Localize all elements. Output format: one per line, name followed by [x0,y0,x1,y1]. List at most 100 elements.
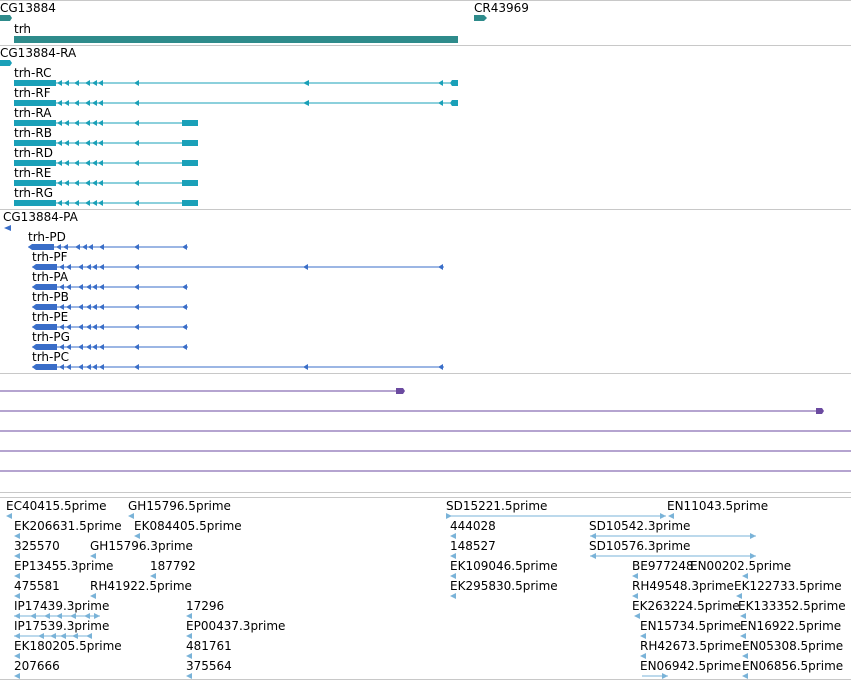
est-label[interactable]: EK206631.5prime [14,519,122,533]
est-label[interactable]: EN15734.5prime [640,619,742,633]
est-glyph[interactable] [446,513,666,519]
est-glyph[interactable] [450,553,456,559]
est-label[interactable]: 444028 [450,519,496,533]
est-label[interactable]: IP17539.3prime [14,619,110,633]
transcript-label[interactable]: trh-RE [14,166,52,180]
transcript-cg13884-ra[interactable] [0,60,12,66]
est-glyph[interactable] [128,513,134,519]
gene-feature-cg13884[interactable] [0,15,12,21]
est-glyph[interactable] [14,613,100,619]
est-label[interactable]: RH49548.3prime [632,579,734,593]
est-glyph[interactable] [590,533,756,539]
protein-trh-pd[interactable] [28,244,188,250]
est-label[interactable]: SD10542.3prime [589,519,691,533]
est-glyph[interactable] [14,533,20,539]
transcript-trh-rd[interactable] [14,160,198,166]
transcript-trh-rf[interactable] [14,100,458,106]
misc-feature-2[interactable] [0,408,824,414]
est-glyph[interactable] [450,593,456,599]
transcript-trh-rc[interactable] [14,80,458,86]
est-label[interactable]: EN00202.5prime [690,559,792,573]
gene-label[interactable]: trh [14,22,32,36]
est-label[interactable]: EN06856.5prime [742,659,844,673]
protein-label[interactable]: trh-PD [28,230,66,244]
est-glyph[interactable] [640,653,646,659]
est-glyph[interactable] [134,533,140,539]
est-glyph[interactable] [590,553,756,559]
est-label[interactable]: EN16922.5prime [740,619,842,633]
transcript-label[interactable]: trh-RA [14,106,52,120]
protein-trh-pg[interactable] [32,344,188,350]
est-glyph[interactable] [14,633,92,639]
transcript-label[interactable]: trh-RC [14,66,52,80]
est-glyph[interactable] [634,613,640,619]
est-glyph[interactable] [740,613,746,619]
protein-label[interactable]: trh-PA [32,270,69,284]
gene-feature-trh[interactable] [14,36,458,43]
est-label[interactable]: 187792 [150,559,196,573]
est-glyph[interactable] [640,633,646,639]
est-label[interactable]: EK133352.5prime [738,599,846,613]
protein-label[interactable]: trh-PE [32,310,69,324]
protein-label[interactable]: trh-PB [32,290,69,304]
misc-feature-1[interactable] [0,388,405,394]
est-glyph[interactable] [740,633,746,639]
est-glyph[interactable] [14,553,20,559]
est-label[interactable]: EP00437.3prime [186,619,286,633]
est-label[interactable]: EK263224.5prime [632,599,740,613]
est-glyph[interactable] [632,593,638,599]
est-label[interactable]: EK109046.5prime [450,559,558,573]
est-glyph[interactable] [186,653,192,659]
est-glyph[interactable] [14,593,20,599]
est-label[interactable]: EC40415.5prime [6,499,107,513]
est-glyph[interactable] [450,533,456,539]
est-label[interactable]: GH15796.3prime [90,539,193,553]
est-glyph[interactable] [186,633,192,639]
est-glyph[interactable] [6,513,12,519]
est-label[interactable]: 148527 [450,539,496,553]
est-label[interactable]: EK084405.5prime [134,519,242,533]
est-glyph[interactable] [736,593,742,599]
est-label[interactable]: 207666 [14,659,60,673]
est-glyph[interactable] [668,513,674,519]
est-label[interactable]: 17296 [186,599,225,613]
est-label[interactable]: EK295830.5prime [450,579,558,593]
transcript-label[interactable]: trh-RF [14,86,51,100]
transcript-trh-ra[interactable] [14,120,198,126]
gene-label[interactable]: CG13884 [0,1,56,15]
est-label[interactable]: 325570 [14,539,60,553]
protein-trh-pa[interactable] [32,284,188,290]
est-glyph[interactable] [14,573,20,579]
est-label[interactable]: 475581 [14,579,60,593]
protein-label[interactable]: trh-PF [32,250,68,264]
est-label[interactable]: SD10576.3prime [589,539,691,553]
protein-label[interactable]: trh-PG [32,330,70,344]
protein-trh-pb[interactable] [32,304,188,310]
est-label[interactable]: 481761 [186,639,232,653]
est-glyph[interactable] [90,553,96,559]
protein-trh-pf[interactable] [32,264,444,270]
est-glyph[interactable] [632,573,638,579]
transcript-label[interactable]: trh-RD [14,146,53,160]
est-label[interactable]: GH15796.5prime [128,499,231,513]
transcript-trh-rg[interactable] [14,200,198,206]
protein-trh-pc[interactable] [32,364,444,370]
est-glyph[interactable] [150,573,156,579]
est-glyph[interactable] [450,573,456,579]
est-glyph[interactable] [14,673,20,679]
est-label[interactable]: EK122733.5prime [734,579,842,593]
est-glyph[interactable] [90,593,96,599]
protein-label[interactable]: trh-PC [32,350,69,364]
est-label[interactable]: EK180205.5prime [14,639,122,653]
transcript-label[interactable]: CG13884-RA [0,46,77,60]
protein-trh-pe[interactable] [32,324,188,330]
transcript-trh-re[interactable] [14,180,198,186]
protein-cg13884-pa[interactable] [4,225,11,231]
gene-label[interactable]: CR43969 [474,1,529,15]
est-label[interactable]: EN06942.5prime [640,659,742,673]
protein-label[interactable]: CG13884-PA [3,210,78,224]
transcript-trh-rb[interactable] [14,140,198,146]
est-glyph[interactable] [742,653,748,659]
est-glyph[interactable] [186,673,192,679]
est-label[interactable]: BE977248 [632,559,694,573]
